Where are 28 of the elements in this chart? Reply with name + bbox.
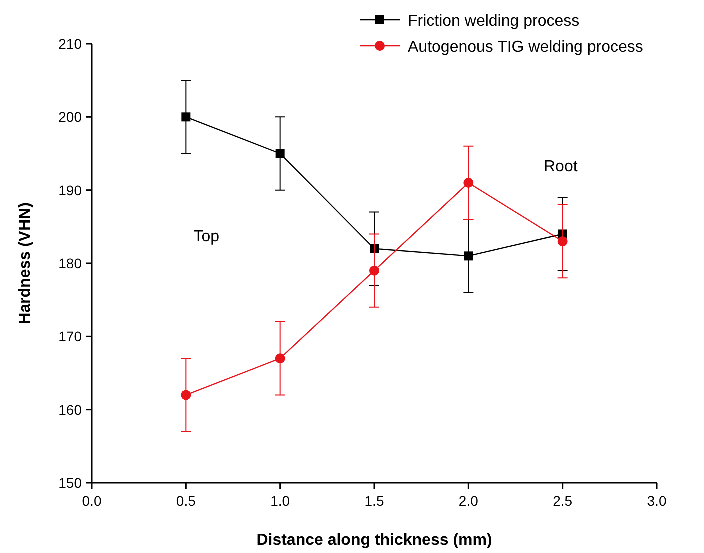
y-axis-title: Hardness (VHN)	[17, 202, 34, 324]
point	[181, 390, 192, 400]
y-tick-label: 210	[58, 36, 82, 52]
y-tick-label: 200	[58, 109, 82, 126]
y-tick-label: 160	[58, 402, 82, 418]
x-tick-label: 1.5	[364, 493, 384, 509]
point	[464, 178, 474, 188]
x-axis-title: Distance along thickness (mm)	[256, 532, 492, 549]
point	[276, 149, 285, 158]
y-tick-label: 180	[58, 256, 82, 272]
point	[182, 112, 191, 122]
point	[558, 236, 568, 247]
x-tick-label: 2.5	[553, 493, 573, 509]
y-tick-label: 170	[58, 328, 82, 345]
point	[370, 266, 380, 276]
x-tick-label: 2.0	[458, 493, 479, 509]
y-tick-label: 150	[58, 475, 82, 491]
annotation: Root	[544, 158, 578, 176]
x-tick-label: 3.0	[647, 493, 667, 509]
x-tick-label: 1.0	[270, 493, 290, 509]
annotation: Top	[194, 228, 220, 246]
legend-label: Autogenous TIG welding process	[408, 39, 644, 56]
x-tick-label: 0.0	[82, 493, 102, 509]
y-tick-label: 190	[58, 182, 82, 198]
point	[275, 354, 286, 364]
point	[464, 252, 474, 261]
x-tick-label: 0.5	[176, 493, 196, 509]
legend-label: Friction welding process	[408, 13, 580, 30]
